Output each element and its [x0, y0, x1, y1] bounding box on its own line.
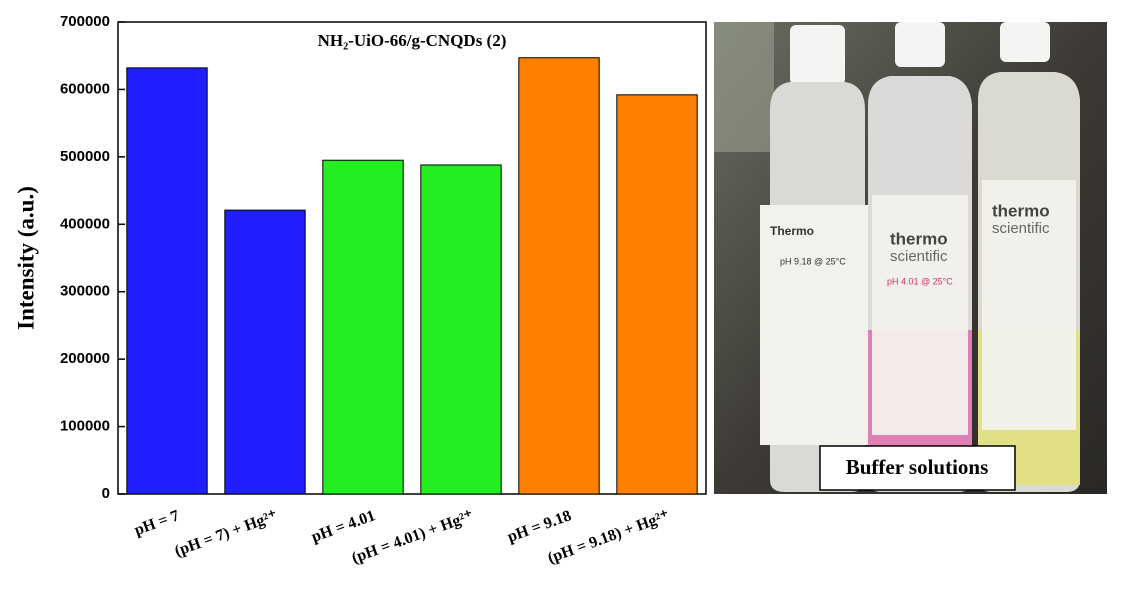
label-text: thermo — [890, 229, 948, 248]
y-tick-label: 600000 — [60, 80, 110, 97]
bar — [519, 58, 599, 494]
label-text: scientific — [992, 220, 1050, 237]
photo-caption: Buffer solutions — [846, 455, 989, 479]
bar — [323, 160, 403, 494]
y-tick-label: 300000 — [60, 283, 110, 300]
label-text: pH 9.18 @ 25°C — [780, 256, 846, 266]
y-tick-label: 100000 — [60, 418, 110, 435]
label-text: pH 4.01 @ 25°C — [887, 276, 953, 286]
bar — [225, 210, 305, 494]
window-light — [714, 22, 774, 152]
bar — [127, 68, 207, 494]
x-tick-label: pH = 7 — [132, 507, 181, 539]
label-text: Thermo — [770, 224, 814, 238]
photo: Thermo pH 9.18 @ 25°C thermo scientific … — [714, 22, 1107, 494]
x-tick-label: pH = 9.18 — [505, 507, 573, 546]
y-axis-label: Intensity (a.u.) — [13, 186, 38, 330]
y-tick-label: 500000 — [60, 148, 110, 165]
label-text: scientific — [890, 248, 948, 265]
chart-title: NH₂-UiO-66/g-CNQDs (2) — [318, 31, 507, 50]
x-tick-label: (pH = 7) + Hg²⁺ — [172, 507, 279, 560]
bottle-cap — [1000, 22, 1050, 62]
y-tick-label: 400000 — [60, 215, 110, 232]
label-text: thermo — [992, 201, 1050, 220]
x-tick-label: pH = 4.01 — [309, 507, 377, 546]
bottle-cap — [895, 22, 945, 67]
y-tick-label: 200000 — [60, 350, 110, 367]
bottle-label — [760, 205, 870, 445]
y-tick-label: 0 — [102, 485, 110, 502]
bar — [617, 95, 697, 494]
y-tick-label: 700000 — [60, 13, 110, 30]
bottle-cap — [790, 25, 845, 85]
bar — [421, 165, 501, 494]
figure: Thermo pH 9.18 @ 25°C thermo scientific … — [0, 0, 1121, 592]
